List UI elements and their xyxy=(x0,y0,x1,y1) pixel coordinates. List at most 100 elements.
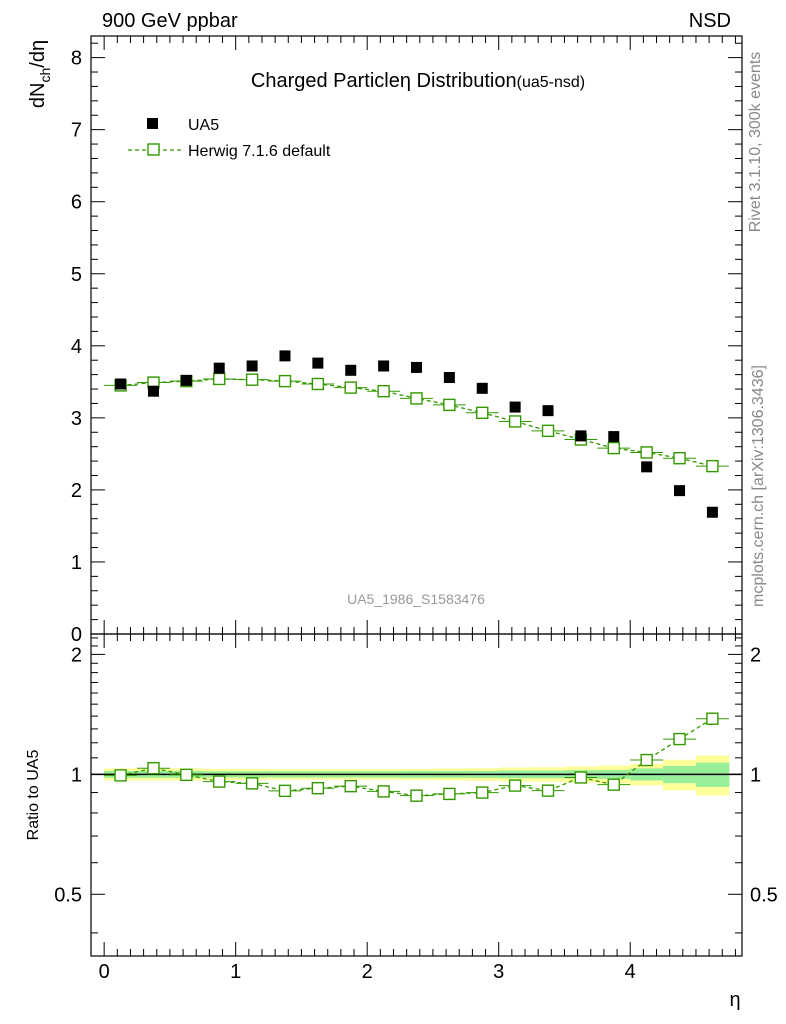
herwig-series-line xyxy=(120,378,713,467)
ua5-point xyxy=(608,431,620,443)
ua5-point xyxy=(542,405,554,417)
ua5-point xyxy=(575,430,587,442)
main-ytick-label: 6 xyxy=(71,192,82,214)
main-axis-ticks xyxy=(91,36,742,635)
herwig-point xyxy=(443,398,456,412)
herwig-ratio-point xyxy=(443,787,456,801)
ratio-y-axis-label: Ratio to UA5 xyxy=(25,750,42,841)
herwig-ratio-point xyxy=(213,775,226,788)
ua5-point xyxy=(411,361,422,373)
herwig-point xyxy=(311,377,325,391)
herwig-ratio-point xyxy=(574,771,588,784)
legend-label-ua5: UA5 xyxy=(188,117,219,134)
herwig-ratio-point xyxy=(311,781,325,795)
y-axis-label: dNch/dη xyxy=(27,40,53,108)
ua5-point xyxy=(312,357,324,369)
ratio-series-layer xyxy=(104,712,729,802)
header-right-label: NSD xyxy=(689,10,731,32)
herwig-ratio-point xyxy=(607,778,620,791)
ratio-ytick-label: 0.5 xyxy=(54,884,82,906)
xtick-label: 2 xyxy=(362,961,373,983)
y-axis-label-sub: ch xyxy=(37,68,53,83)
ua5-point xyxy=(147,385,159,397)
herwig-point xyxy=(278,374,292,388)
chart-title-small: (ua5-nsd) xyxy=(517,74,585,91)
mcplots-label: mcplots.cern.ch [arXiv:1306.3436] xyxy=(750,365,767,607)
main-ytick-label: 3 xyxy=(71,408,82,430)
ratio-ytick-label: 2 xyxy=(71,644,82,666)
ua5-point xyxy=(180,374,192,386)
herwig-point xyxy=(673,452,686,465)
legend-marker-herwig xyxy=(147,143,160,156)
ratio-y-tick-labels: 0.5 1 2 xyxy=(54,644,82,906)
rivet-version-label: Rivet 3.1.10, 300k events xyxy=(747,52,764,233)
herwig-point xyxy=(213,372,226,386)
herwig-point xyxy=(377,384,390,398)
ratio-axis-ticks xyxy=(91,634,742,956)
y-axis-label-main: dN xyxy=(27,83,49,109)
ua5-point xyxy=(279,350,291,362)
herwig-ratio-point xyxy=(278,784,292,798)
ua5-point xyxy=(345,364,357,376)
chart-title: Charged Particleη Distribution(ua5-nsd) xyxy=(251,70,585,92)
herwig-ratio-point xyxy=(476,786,489,799)
herwig-ratio-point xyxy=(344,779,357,793)
herwig-ratio-point xyxy=(180,768,193,782)
main-ytick-label: 8 xyxy=(71,48,82,70)
herwig-ratio-point xyxy=(147,762,160,775)
chart-title-rest: Distribution xyxy=(411,70,517,92)
ua5-point xyxy=(509,401,521,413)
ratio-plot-panel: 0.5 1 2 0.5 1 2 Ratio to UA5 xyxy=(25,633,778,957)
herwig-point xyxy=(541,424,555,438)
herwig-ratio-point xyxy=(541,784,555,797)
main-ytick-label: 0 xyxy=(71,624,82,646)
ua5-point xyxy=(115,378,127,390)
analysis-watermark: UA5_1986_S1583476 xyxy=(347,591,485,607)
y-axis-label-rest: /dη xyxy=(27,40,49,68)
ua5-point xyxy=(476,382,488,394)
herwig-ratio-point xyxy=(410,789,423,802)
herwig-ratio-point xyxy=(508,779,522,792)
herwig-point xyxy=(508,415,522,428)
herwig-point xyxy=(640,446,653,459)
xtick-label: 4 xyxy=(625,961,636,983)
ua5-point xyxy=(213,362,225,374)
main-ytick-label: 1 xyxy=(71,552,82,574)
ua5-point xyxy=(378,360,390,372)
herwig-point xyxy=(410,392,423,405)
ratio-ytick-label-right: 1 xyxy=(750,764,761,786)
main-ytick-label: 7 xyxy=(71,120,82,142)
herwig-ratio-point xyxy=(114,769,127,782)
legend-marker-ua5 xyxy=(147,118,158,129)
ua5-point xyxy=(641,461,653,473)
xtick-label: 3 xyxy=(493,961,504,983)
main-ytick-label: 4 xyxy=(71,336,82,358)
legend: UA5 Herwig 7.1.6 default xyxy=(128,117,331,160)
herwig-ratio-line xyxy=(120,718,713,797)
legend-label-herwig: Herwig 7.1.6 default xyxy=(188,143,331,160)
ua5-point xyxy=(246,360,258,372)
main-ytick-label: 5 xyxy=(71,264,82,286)
herwig-ratio-point xyxy=(377,785,390,798)
herwig-point xyxy=(476,406,489,420)
header-left-label: 900 GeV ppbar xyxy=(102,10,238,32)
main-ytick-label: 2 xyxy=(71,480,82,502)
xtick-label: 0 xyxy=(99,961,110,983)
herwig-point xyxy=(706,459,719,473)
ratio-ytick-label-right: 2 xyxy=(750,644,761,666)
herwig-ratio-point xyxy=(640,753,653,767)
x-tick-labels: 0 1 2 3 4 xyxy=(99,961,636,983)
herwig-ratio-point xyxy=(673,732,686,746)
main-plot-panel: 0 1 2 3 4 5 6 7 8 Charged Particleη Distribution… xyxy=(27,35,743,646)
herwig-point xyxy=(245,373,259,386)
herwig-ratio-point xyxy=(245,777,259,790)
ratio-ytick-label: 1 xyxy=(71,764,82,786)
chart-title-main: Charged Particle xyxy=(251,70,400,92)
ua5-point xyxy=(706,506,718,518)
herwig-ratio-point xyxy=(706,712,719,725)
herwig-point xyxy=(607,441,620,455)
ratio-plot-frame xyxy=(90,633,743,957)
ua5-point xyxy=(674,485,686,497)
x-axis-label: η xyxy=(729,989,740,1011)
